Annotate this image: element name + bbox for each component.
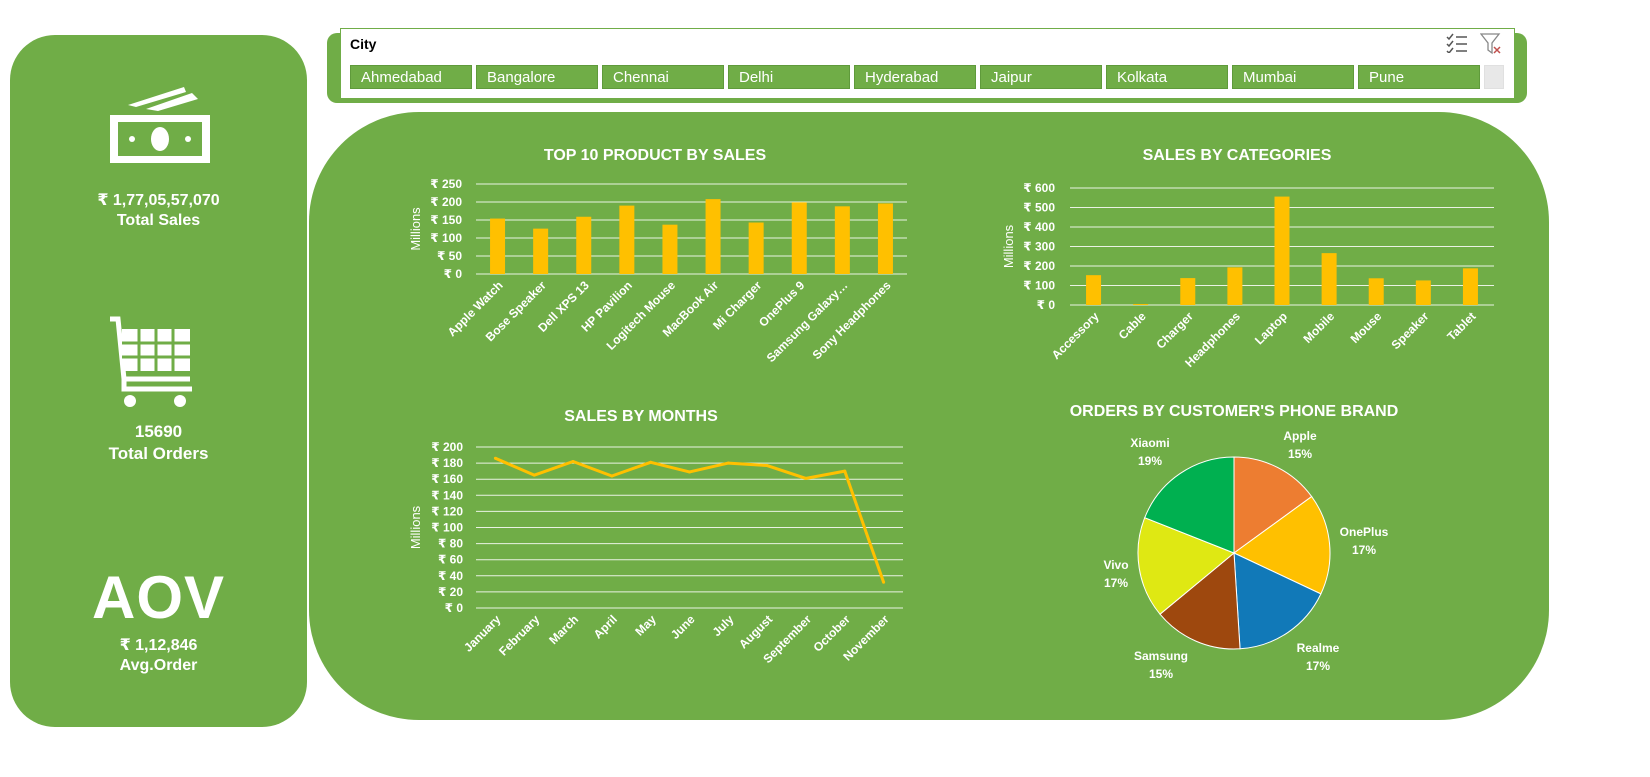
city-hyderabad-button[interactable]: Hyderabad — [854, 65, 976, 89]
slicer-title: City — [350, 36, 377, 52]
city-jaipur-button[interactable]: Jaipur — [980, 65, 1102, 89]
total-sales-value: ₹ 1,77,05,57,070 — [97, 192, 220, 209]
city-delhi-button[interactable]: Delhi — [728, 65, 850, 89]
city-slicer: City Ahmedabad Bangalore Chennai Delhi H… — [340, 28, 1515, 99]
clear-filter-icon[interactable] — [1480, 33, 1502, 55]
shopping-cart-icon — [110, 316, 192, 407]
city-kolkata-button[interactable]: Kolkata — [1106, 65, 1228, 89]
total-sales-label: Total Sales — [116, 212, 201, 229]
aov-label: Avg.Order — [119, 657, 198, 674]
multi-select-icon[interactable] — [1446, 33, 1468, 53]
charts-panel — [309, 112, 1549, 720]
total-orders-value: 15690 — [134, 422, 183, 441]
total-orders-kpi: 15690 Total Orders — [10, 422, 307, 464]
city-chennai-button[interactable]: Chennai — [602, 65, 724, 89]
total-sales-kpi: ₹ 1,77,05,57,070 Total Sales — [10, 190, 307, 230]
aov-heading: AOV — [91, 564, 226, 631]
city-pune-button[interactable]: Pune — [1358, 65, 1480, 89]
city-bangalore-button[interactable]: Bangalore — [476, 65, 598, 89]
aov-kpi: ₹ 1,12,846 Avg.Order — [10, 635, 307, 675]
city-mumbai-button[interactable]: Mumbai — [1232, 65, 1354, 89]
slicer-scrollbar[interactable] — [1484, 65, 1504, 89]
city-ahmedabad-button[interactable]: Ahmedabad — [350, 65, 472, 89]
aov-value: ₹ 1,12,846 — [119, 637, 198, 654]
total-orders-label: Total Orders — [108, 444, 209, 463]
slicer-items: Ahmedabad Bangalore Chennai Delhi Hydera… — [350, 65, 1504, 89]
money-icon — [110, 87, 210, 163]
kpi-panel: ₹ 1,77,05,57,070 Total Sales 15690 Total… — [10, 35, 307, 727]
slicer-toolbar — [1446, 33, 1502, 55]
